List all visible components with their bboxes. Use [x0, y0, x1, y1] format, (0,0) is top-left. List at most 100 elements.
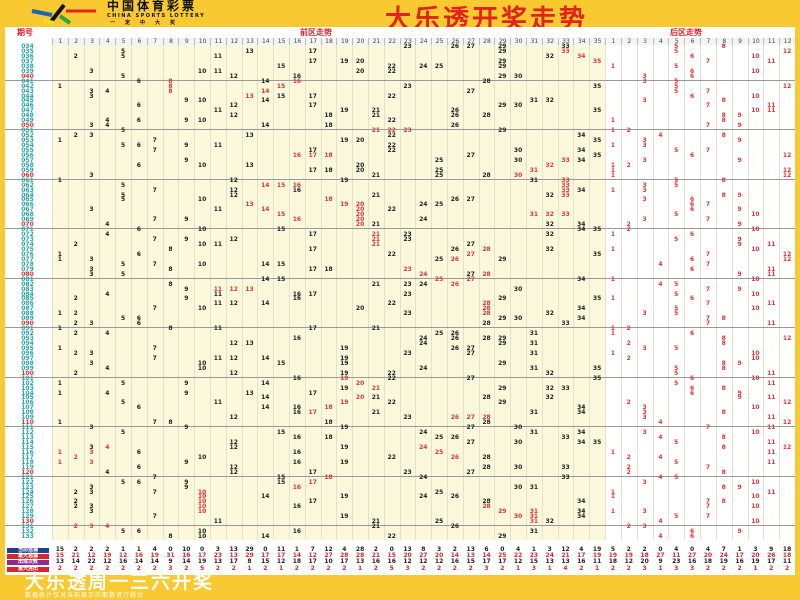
- stat-value: 0: [658, 546, 663, 553]
- front-number: 19: [340, 493, 349, 501]
- front-number: 22: [387, 127, 396, 135]
- front-number: 19: [340, 344, 349, 352]
- front-number: 15: [276, 359, 286, 367]
- front-number: 16: [292, 216, 302, 224]
- front-number: 32: [545, 384, 554, 392]
- front-number: 26: [450, 245, 460, 253]
- back-number: 10: [751, 493, 760, 501]
- back-number: 7: [705, 250, 710, 258]
- period-label: 097: [21, 354, 34, 362]
- stat-value: 19: [751, 558, 760, 566]
- decade-divider: [5, 129, 795, 131]
- stat-value: 3: [642, 564, 647, 572]
- period-label: 080: [21, 270, 34, 278]
- back-number: 3: [642, 186, 647, 194]
- front-column-number: 24: [415, 38, 432, 45]
- front-number: 6: [136, 250, 141, 258]
- front-number: 1: [57, 458, 62, 466]
- stat-value: 3: [436, 546, 442, 553]
- front-number: 21: [371, 236, 381, 244]
- front-number: 21: [371, 394, 381, 402]
- stat-value: 14: [292, 552, 302, 560]
- front-column-number: 16: [289, 38, 305, 45]
- period-label: 067: [21, 206, 34, 214]
- front-number: 8: [168, 533, 173, 541]
- stat-value: 27: [324, 552, 333, 560]
- back-column-number: 1: [605, 38, 621, 45]
- back-number: 1: [610, 166, 615, 174]
- front-number: 25: [434, 488, 444, 496]
- back-number: 4: [658, 453, 663, 461]
- front-number: 2: [73, 498, 78, 506]
- stat-value: 12: [118, 552, 128, 560]
- grid-line: [352, 45, 354, 540]
- front-number: 3: [89, 448, 94, 456]
- period-label: 116: [21, 448, 34, 456]
- stat-value: 7: [310, 546, 315, 553]
- front-number: 31: [529, 429, 539, 437]
- front-number: 31: [529, 166, 539, 174]
- front-column-number: 1: [52, 38, 68, 45]
- stat-value: 13: [213, 558, 223, 566]
- front-number: 23: [403, 265, 412, 273]
- front-number: 6: [136, 161, 141, 169]
- period-label: 081: [21, 275, 34, 283]
- front-number: 8: [168, 325, 173, 333]
- stat-value: 13: [229, 546, 238, 553]
- back-number: 5: [674, 62, 679, 70]
- front-number: 12: [229, 112, 238, 120]
- back-number: 6: [689, 67, 695, 75]
- grid-line: [304, 45, 306, 540]
- back-number: 1: [610, 231, 615, 239]
- front-column-number: 19: [336, 38, 353, 45]
- stat-value: 17: [308, 558, 317, 566]
- period-label: 061: [21, 176, 34, 184]
- front-number: 34: [577, 409, 586, 417]
- front-number: 15: [276, 473, 286, 481]
- front-column-number: 17: [304, 38, 321, 45]
- period-label: 093: [21, 335, 34, 343]
- back-number: 9: [737, 483, 742, 491]
- front-number: 3: [89, 92, 94, 100]
- front-number: 29: [498, 384, 507, 392]
- back-column-number: 11: [763, 38, 780, 45]
- period-label: 039: [21, 67, 34, 75]
- back-number: 1: [610, 295, 615, 303]
- back-number: 12: [782, 47, 792, 55]
- grid-line: [67, 45, 69, 540]
- front-number: 31: [529, 176, 539, 184]
- front-number: 29: [498, 43, 507, 50]
- back-number: 8: [721, 483, 726, 491]
- back-number: 2: [626, 161, 631, 169]
- front-number: 24: [419, 364, 428, 372]
- stat-value: 18: [782, 546, 792, 553]
- stat-value: 10: [324, 558, 333, 566]
- back-number: 5: [674, 236, 679, 244]
- front-number: 33: [561, 156, 570, 164]
- back-number: 9: [737, 285, 742, 293]
- stat-value: 3: [674, 564, 679, 572]
- front-number: 3: [89, 270, 94, 278]
- front-number: 1: [57, 176, 62, 184]
- stat-value: 6: [484, 546, 489, 553]
- front-number: 17: [308, 325, 317, 333]
- front-number: 10: [197, 528, 207, 536]
- front-number: 4: [105, 117, 110, 125]
- front-number: 10: [197, 533, 207, 541]
- front-number: 4: [105, 468, 110, 476]
- front-number: 31: [529, 211, 539, 219]
- front-number: 14: [261, 404, 270, 412]
- back-number: 2: [626, 354, 631, 362]
- period-label: 109: [21, 414, 34, 422]
- front-number: 12: [229, 72, 238, 80]
- front-number: 17: [308, 389, 317, 397]
- back-number: 1: [610, 142, 615, 149]
- stat-value: 2: [152, 564, 157, 572]
- back-number: 11: [767, 448, 776, 456]
- front-number: 19: [340, 399, 349, 407]
- front-number: 33: [561, 181, 570, 189]
- back-column-number: 6: [684, 38, 700, 45]
- stat-value: 13: [545, 558, 554, 566]
- stat-value: 1: [278, 564, 284, 572]
- front-number: 23: [403, 310, 412, 318]
